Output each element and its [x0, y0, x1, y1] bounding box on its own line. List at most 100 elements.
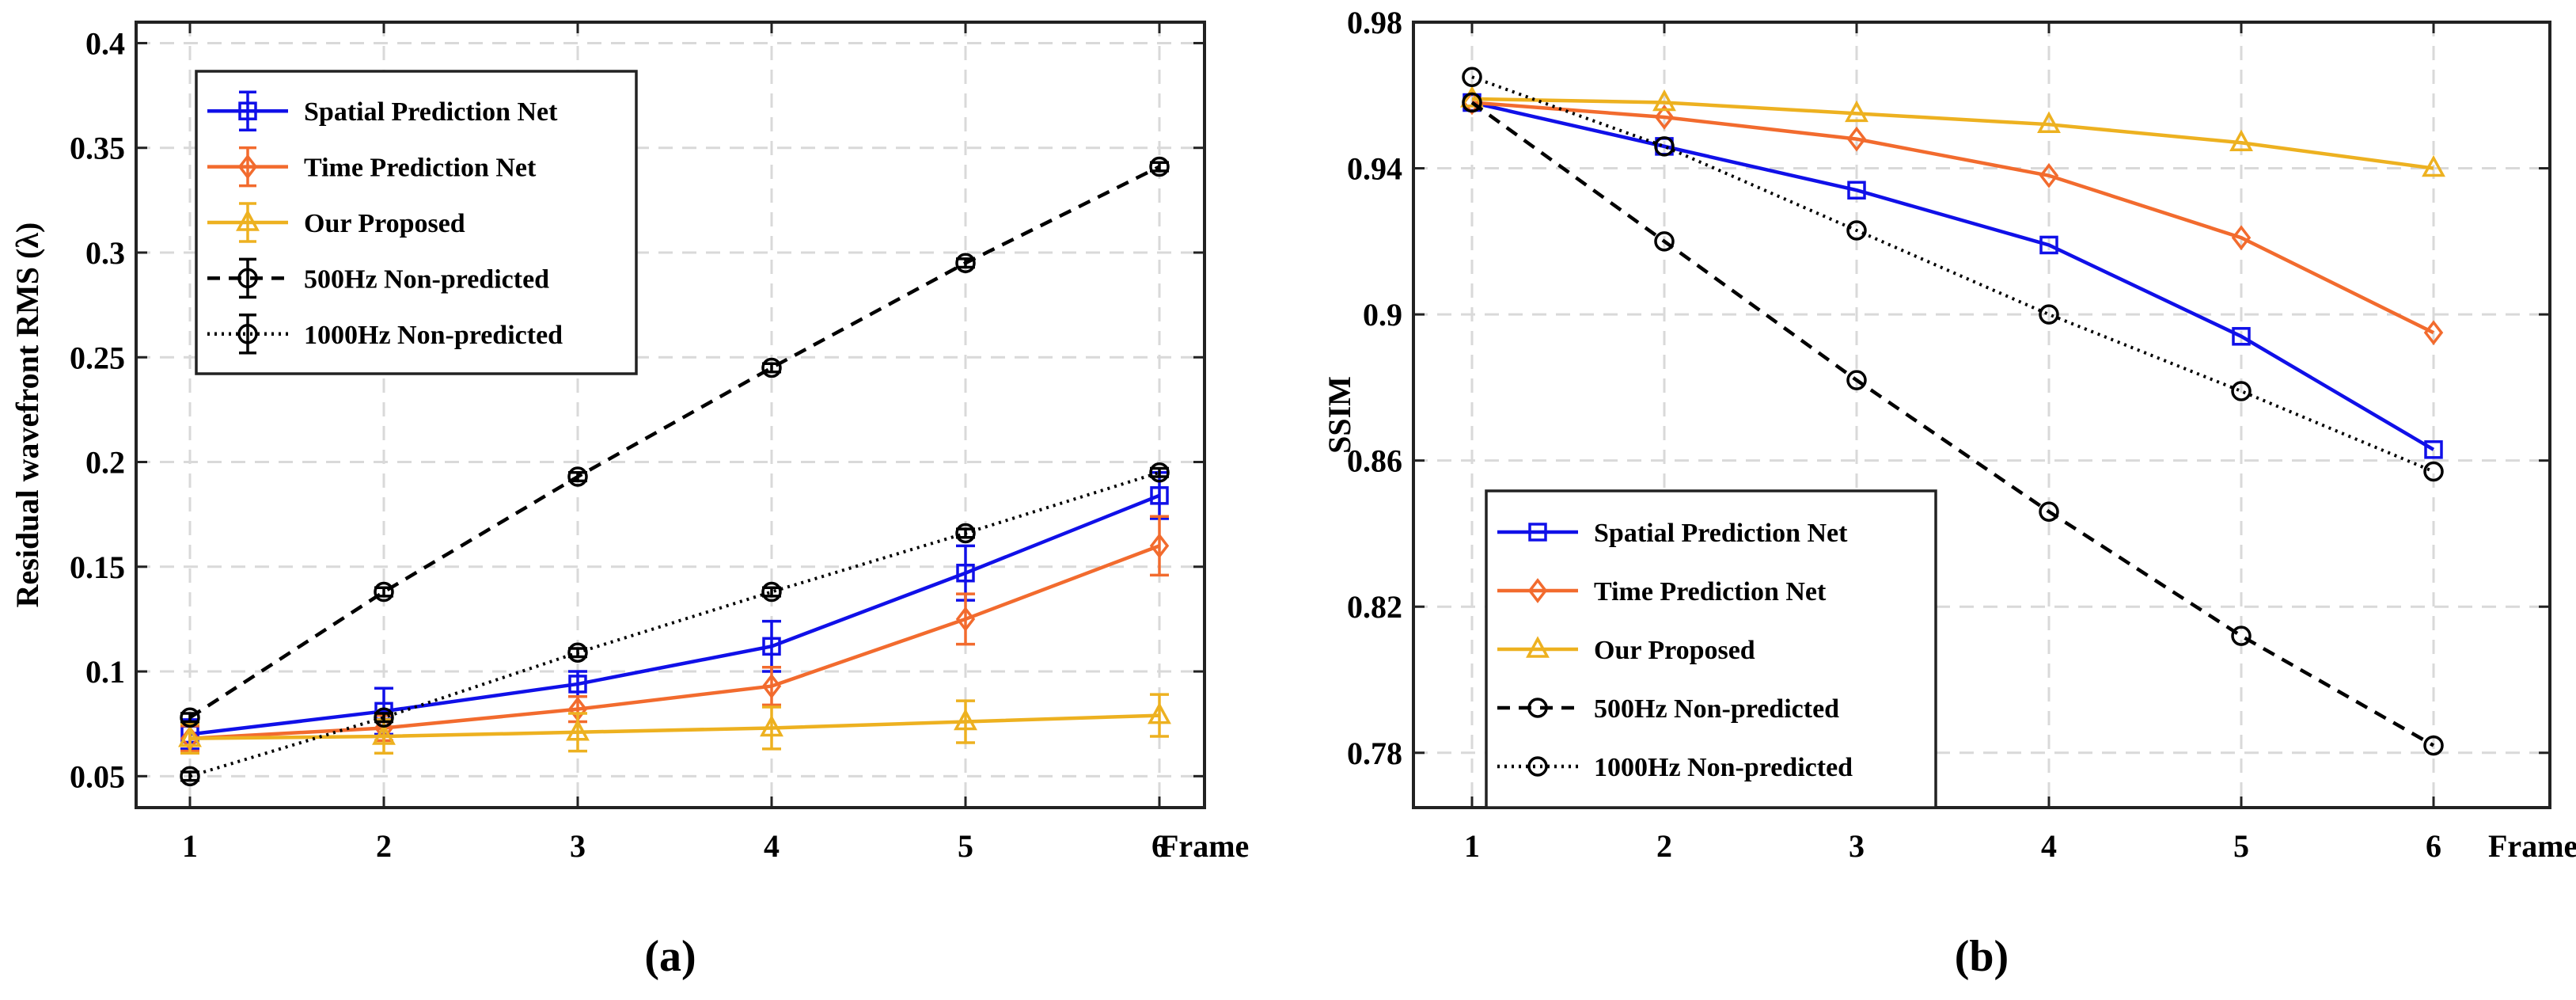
data-point [567, 642, 588, 663]
y-tick-label: 0.86 [1347, 443, 1402, 479]
data-point [2423, 735, 2444, 756]
series-line [189, 713, 1160, 740]
legend-entry: Spatial Prediction Net [1497, 519, 1848, 548]
legend-marker-swatch [238, 101, 257, 120]
data-point [1845, 100, 1868, 123]
series-line [189, 493, 1160, 736]
data-point [1149, 156, 1170, 177]
legend-label: Time Prediction Net [1594, 577, 1827, 606]
data-point [1846, 370, 1867, 390]
series-spatial-prediction-net [180, 470, 1169, 751]
data-point [761, 357, 782, 378]
legend-entry: Our Proposed [1497, 636, 1755, 665]
legend-marker-swatch [1526, 636, 1550, 658]
y-tick-label: 0.1 [85, 654, 125, 690]
legend-marker-swatch [1528, 523, 1547, 542]
data-point [180, 707, 200, 728]
series-time-prediction-net [1462, 89, 2444, 346]
legend-label: Time Prediction Net [304, 154, 537, 183]
series-time-prediction-net [180, 515, 1170, 753]
data-point [760, 714, 783, 737]
series-500hz-non-predicted [180, 156, 1170, 728]
series-line [1471, 101, 2435, 451]
axes-frame [135, 21, 1206, 809]
legend: Spatial Prediction Net Time Prediction Ne… [1485, 489, 1937, 809]
series-line [1471, 101, 2434, 335]
legend-marker-swatch [237, 268, 258, 289]
y-tick-label: 0.98 [1347, 5, 1402, 40]
data-point [956, 563, 975, 583]
data-point [2423, 461, 2444, 482]
data-point [761, 673, 782, 699]
y-tick-label: 0.4 [85, 25, 125, 61]
data-point [2232, 327, 2251, 346]
data-point [2231, 625, 2252, 646]
data-point [2039, 304, 2059, 325]
panel-label: (a) [644, 932, 696, 981]
data-point [568, 675, 587, 694]
x-tick-label: 3 [1849, 828, 1865, 864]
data-point [955, 523, 976, 544]
legend: Spatial Prediction Net Time Prediction Ne… [195, 70, 638, 375]
data-point [2423, 320, 2444, 346]
data-point [954, 708, 977, 731]
legend-entry: Our Proposed [207, 202, 465, 243]
legend-marker-swatch [237, 154, 258, 180]
data-point [1150, 486, 1169, 505]
data-point [1847, 181, 1866, 200]
x-tick-label: 4 [764, 828, 780, 864]
y-axis-label: SSIM [1322, 376, 1357, 454]
y-tick-label: 0.15 [70, 549, 125, 585]
series-line [1470, 101, 2435, 747]
x-axis-label: Frame [1159, 828, 1249, 864]
panel-label: (b) [1955, 932, 2009, 981]
data-point [372, 723, 396, 745]
tick-labels: 1 2 3 4 5 6 0.05 0.1 0.15 0.2 0.25 0.3 0.35 0.4 [70, 22, 1205, 864]
data-point [1846, 126, 1867, 152]
chart-panel-b: 1 2 3 4 5 6 0.78 0.82 0.86 0.9 0.94 0.98 Frame SSIM (b… [1322, 5, 2576, 981]
data-point [374, 707, 394, 728]
data-point [2422, 154, 2445, 177]
x-tick-label: 5 [958, 828, 973, 864]
legend-label: Spatial Prediction Net [304, 97, 558, 127]
series-500hz-non-predicted [1462, 92, 2444, 756]
data-point [2039, 501, 2059, 523]
data-point [1652, 89, 1676, 112]
data-point [2231, 225, 2252, 251]
y-tick-label: 0.25 [70, 340, 125, 375]
y-tick-label: 0.78 [1347, 736, 1402, 771]
data-point [180, 766, 200, 787]
legend-entry: 1000Hz Non-predicted [1497, 753, 1853, 782]
data-point [2039, 162, 2059, 188]
legend-marker-swatch [236, 209, 260, 231]
legend-marker-swatch [237, 324, 258, 344]
data-point [2037, 111, 2061, 133]
x-tick-label: 1 [1464, 828, 1480, 864]
legend-label: 1000Hz Non-predicted [304, 321, 563, 350]
legend-entry: 500Hz Non-predicted [1497, 694, 1839, 724]
data-point [1654, 105, 1675, 130]
data-point [761, 581, 782, 603]
legend-marker-swatch [1527, 756, 1548, 777]
legend-entry: Spatial Prediction Net [207, 90, 558, 131]
legend-entry: Time Prediction Net [207, 146, 537, 188]
y-tick-label: 0.35 [70, 131, 125, 166]
legend-label: Our Proposed [304, 209, 465, 238]
data-point [1462, 67, 1482, 87]
x-tick-label: 6 [1151, 828, 1167, 864]
x-tick-label: 2 [1656, 828, 1672, 864]
legend-label: Our Proposed [1594, 636, 1755, 665]
data-point [1148, 702, 1171, 724]
series-1000hz-non-predicted [180, 462, 1170, 787]
data-point [1460, 86, 1484, 108]
legend-label: 500Hz Non-predicted [1594, 694, 1839, 724]
legend-label: Spatial Prediction Net [1594, 519, 1848, 548]
y-tick-label: 0.3 [85, 235, 125, 271]
data-point [1846, 220, 1867, 241]
data-point [955, 253, 976, 273]
data-point [1654, 136, 1675, 157]
y-tick-label: 0.9 [1363, 297, 1402, 333]
tick-labels: 1 2 3 4 5 6 0.78 0.82 0.86 0.9 0.94 0.98 [1347, 5, 2550, 864]
axes-frame [1412, 21, 2551, 809]
